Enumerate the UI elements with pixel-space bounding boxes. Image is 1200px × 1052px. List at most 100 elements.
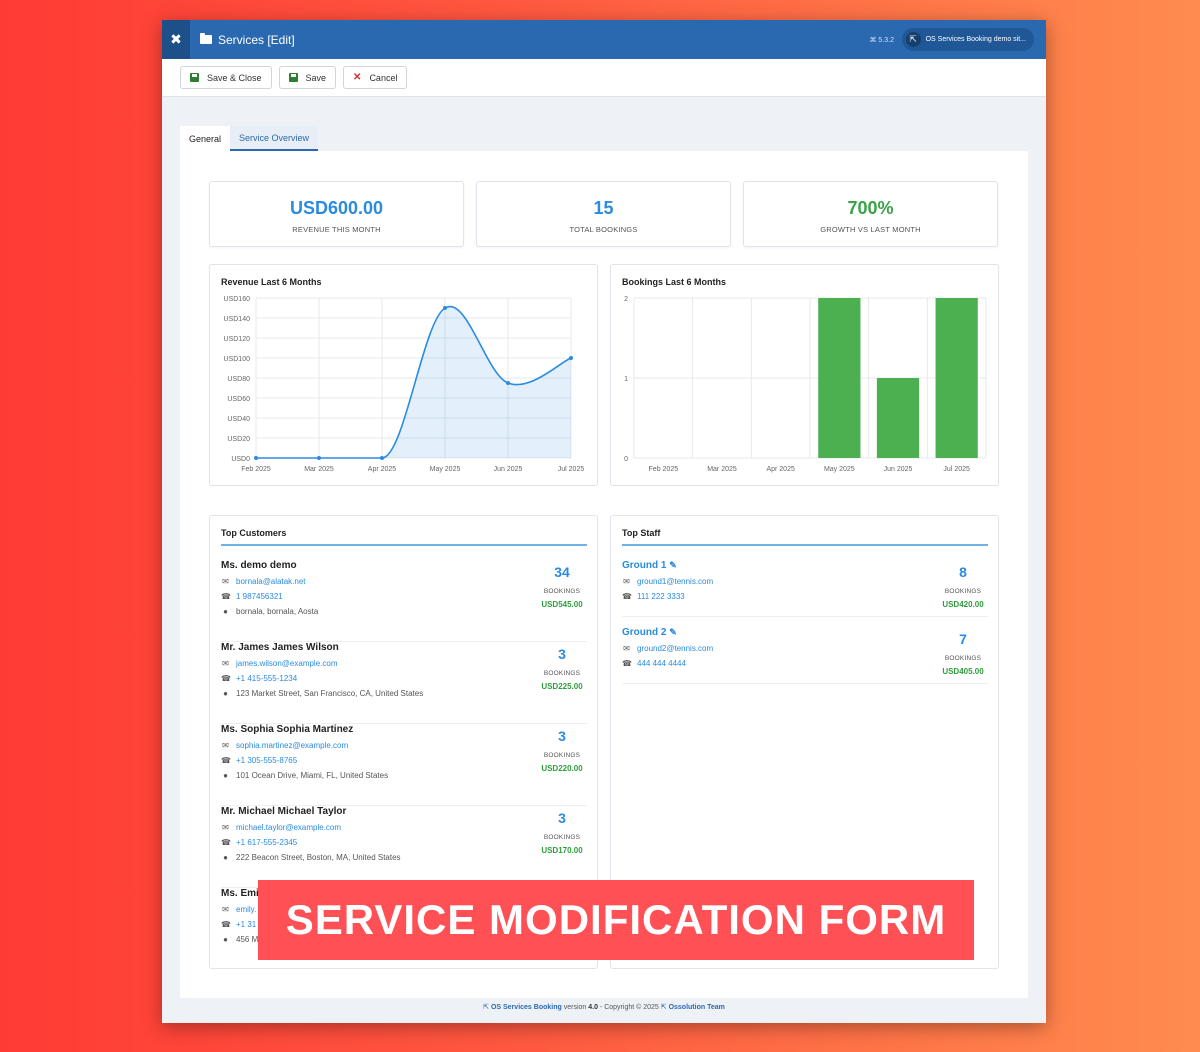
booking-count-block: 3 BOOKINGS USD225.00 — [537, 646, 587, 691]
email-link[interactable]: james.wilson@example.com — [236, 658, 338, 668]
x-tick-label: May 2025 — [824, 466, 855, 473]
booking-count: 7 — [959, 631, 967, 647]
x-tick-label: Mar 2025 — [304, 466, 334, 473]
booking-count: 8 — [959, 564, 967, 580]
footer-version: 4.0 — [588, 1004, 598, 1011]
phone-icon: ☎ — [622, 658, 632, 668]
y-tick-label: USD40 — [227, 416, 250, 423]
site-link-button[interactable]: ⇱ OS Services Booking demo sit... — [901, 28, 1034, 51]
site-link-label: OS Services Booking demo sit... — [925, 36, 1026, 43]
phone-link[interactable]: +1 617-555-2345 — [236, 837, 298, 847]
address-text: 123 Market Street, San Francisco, CA, Un… — [236, 688, 424, 698]
x-tick-label: Mar 2025 — [707, 466, 737, 473]
booking-amount: USD170.00 — [541, 846, 583, 855]
y-tick-label: USD80 — [227, 376, 250, 383]
cancel-button[interactable]: ✕ Cancel — [343, 66, 408, 89]
envelope-icon: ✉ — [222, 658, 229, 668]
save-button[interactable]: Save — [278, 66, 337, 89]
toolbar: Save & Close Save ✕ Cancel — [162, 59, 1046, 97]
y-tick-label: USD20 — [227, 436, 250, 443]
top-staff-title: Top Staff — [622, 528, 988, 546]
bookings-label: BOOKINGS — [543, 834, 581, 841]
bookings-chart: 0 1 2 Feb 2025 Mar 2025 Apr 2025 May 2025 Jun 2… — [624, 296, 987, 473]
save-close-label: Save & Close — [207, 72, 262, 83]
phone-icon: ☎ — [221, 673, 231, 683]
tab-general[interactable]: General — [180, 126, 231, 151]
x-tick-label: Feb 2025 — [649, 466, 679, 473]
email-link[interactable]: emily. — [236, 904, 257, 914]
phone-link[interactable]: +1 305-555-8765 — [236, 755, 298, 765]
y-tick-label: USD160 — [224, 296, 251, 303]
map-marker-icon: ● — [223, 688, 228, 698]
footer-product-link[interactable]: OS Services Booking — [490, 1004, 562, 1011]
phone-link[interactable]: 444 444 4444 — [637, 658, 686, 668]
top-customers-title: Top Customers — [221, 528, 587, 546]
address-text: 222 Beacon Street, Boston, MA, United St… — [236, 852, 401, 862]
overview-panel: USD600.00 REVENUE THIS MONTH 15 TOTAL BO… — [180, 151, 1028, 998]
external-link-icon: ⇱ — [660, 1004, 667, 1011]
y-tick-label: USD100 — [224, 356, 251, 363]
data-point — [254, 456, 258, 460]
booking-count-block: 34 BOOKINGS USD545.00 — [537, 564, 587, 609]
stat-bookings-value: 15 — [593, 198, 614, 218]
email-link[interactable]: ground2@tennis.com — [637, 643, 714, 653]
booking-amount: USD405.00 — [942, 667, 984, 676]
y-tick-label: USD0 — [231, 456, 250, 463]
revenue-chart-title: Revenue Last 6 Months — [221, 277, 322, 287]
staff-name-link[interactable]: Ground 2 ✎ — [622, 627, 988, 638]
phone-link[interactable]: 1 987456321 — [236, 591, 283, 601]
customer-item: Mr. Michael Michael Taylor ✉ michael.taylo… — [221, 806, 587, 888]
staff-item: Ground 1 ✎ ✉ ground1@tennis.com ☎ 111 222 33… — [622, 560, 988, 617]
y-tick-label: USD140 — [224, 316, 251, 323]
envelope-icon: ✉ — [623, 576, 630, 586]
y-tick-label: USD60 — [227, 396, 250, 403]
envelope-icon: ✉ — [222, 904, 229, 914]
email-link[interactable]: michael.taylor@example.com — [236, 822, 342, 832]
phone-link[interactable]: +1 31 — [236, 919, 257, 929]
joomla-logo-icon[interactable]: ✖ — [162, 20, 190, 59]
page-title: Services [Edit] — [200, 33, 295, 47]
map-marker-icon: ● — [223, 606, 228, 616]
address-text: bornala, bornala, Aosta — [236, 606, 319, 616]
staff-name-link[interactable]: Ground 1 ✎ — [622, 560, 988, 571]
customer-item: Ms. Sophia Sophia Martinez ✉ sophia.martin… — [221, 724, 587, 806]
save-icon — [288, 73, 298, 82]
revenue-chart: USD0 USD20 USD40 USD60 USD80 USD100 USD120 USD1… — [224, 296, 585, 473]
booking-count: 34 — [554, 564, 570, 580]
booking-count-block: 8 BOOKINGS USD420.00 — [938, 564, 988, 609]
address-text: 456 M — [236, 934, 259, 944]
address-text: 101 Ocean Drive, Miami, FL, United State… — [236, 770, 389, 780]
phone-icon: ☎ — [221, 591, 231, 601]
phone-link[interactable]: 111 222 3333 — [637, 591, 685, 601]
edit-icon: ✎ — [669, 627, 677, 637]
staff-name: Ground 1 — [622, 560, 667, 571]
booking-amount: USD225.00 — [541, 682, 583, 691]
email-link[interactable]: ground1@tennis.com — [637, 576, 714, 586]
phone-link[interactable]: +1 415-555-1234 — [236, 673, 298, 683]
footer-copyright: - Copyright © 2025 — [599, 1004, 659, 1011]
customer-item: Mr. James James Wilson ✉ james.wilson@exam… — [221, 642, 587, 724]
stat-growth-label: GROWTH VS LAST MONTH — [820, 225, 921, 234]
email-link[interactable]: bornala@alatak.net — [236, 576, 306, 586]
data-point — [443, 306, 447, 310]
external-link-icon: ⇱ — [905, 32, 921, 47]
phone-icon: ☎ — [221, 755, 231, 765]
footer-version-text: version — [563, 1004, 587, 1011]
x-tick-label: Jul 2025 — [558, 466, 585, 473]
tab-bar: General Service Overview — [180, 126, 319, 151]
data-point — [506, 381, 510, 385]
folder-icon — [200, 33, 212, 44]
save-close-button[interactable]: Save & Close — [180, 66, 272, 89]
bar — [818, 298, 861, 458]
booking-amount: USD420.00 — [942, 600, 984, 609]
footer-team-link[interactable]: Ossolution Team — [668, 1004, 725, 1011]
data-point — [380, 456, 384, 460]
booking-count: 3 — [558, 728, 566, 744]
envelope-icon: ✉ — [222, 576, 229, 586]
stat-bookings-label: TOTAL BOOKINGS — [569, 225, 638, 234]
email-link[interactable]: sophia.martinez@example.com — [236, 740, 349, 750]
top-bar: ✖ Services [Edit] ⌘ 5.3.2 ⇱ OS Services … — [162, 20, 1046, 59]
y-tick-label: 2 — [624, 296, 628, 303]
tab-service-overview[interactable]: Service Overview — [230, 126, 319, 151]
customer-name: Ms. demo demo — [221, 560, 297, 571]
